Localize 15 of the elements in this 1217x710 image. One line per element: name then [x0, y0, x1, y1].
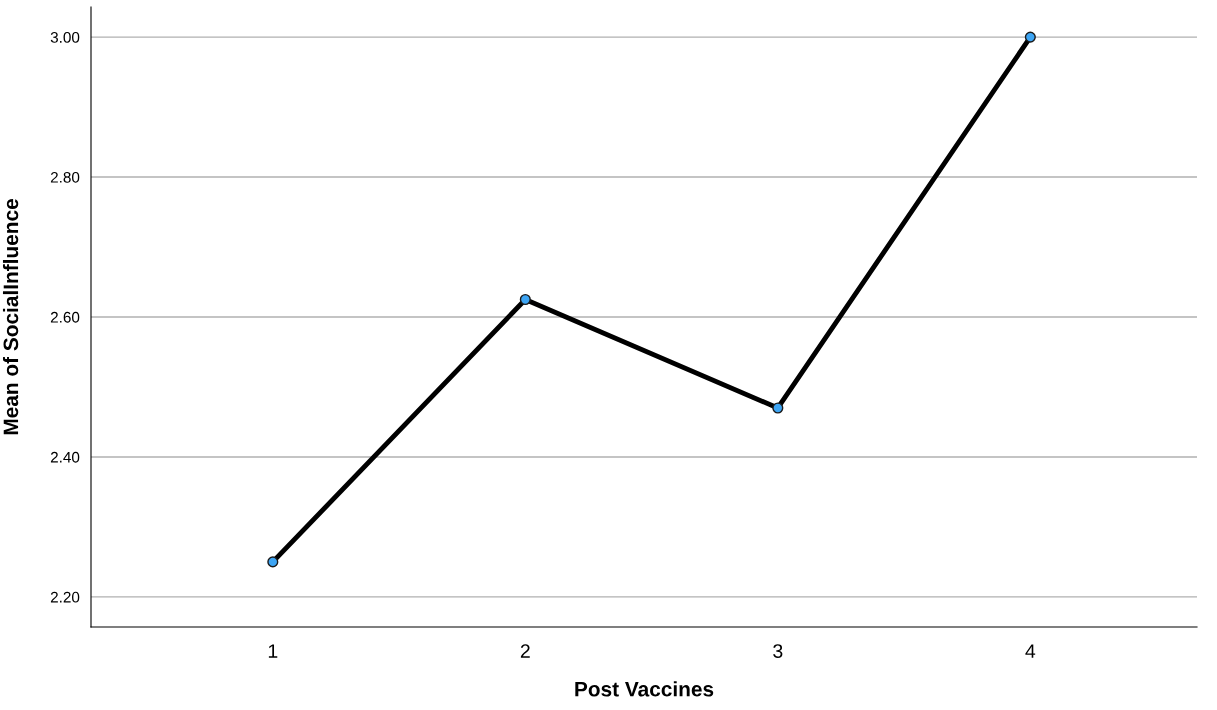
- point: [1024, 31, 1036, 43]
- y-axis-title: Mean of SocialInfluence: [2, 199, 19, 435]
- x-axis-title: Post Vaccines: [575, 681, 714, 697]
- x-tick-label: 4: [1025, 644, 1036, 658]
- y-tick-label: 2.60: [50, 311, 80, 323]
- point: [772, 402, 784, 414]
- point: [267, 556, 279, 568]
- x-tick-label: 1: [268, 644, 278, 658]
- point: [519, 293, 531, 306]
- x-tick-label: 3: [773, 644, 783, 658]
- y-tick-label: 3.00: [50, 31, 80, 43]
- x-tick-label: 2: [520, 644, 530, 658]
- y-tick-label: 2.40: [50, 451, 80, 463]
- y-tick-label: 2.20: [50, 591, 80, 603]
- y-tick-label: 2.80: [50, 171, 80, 183]
